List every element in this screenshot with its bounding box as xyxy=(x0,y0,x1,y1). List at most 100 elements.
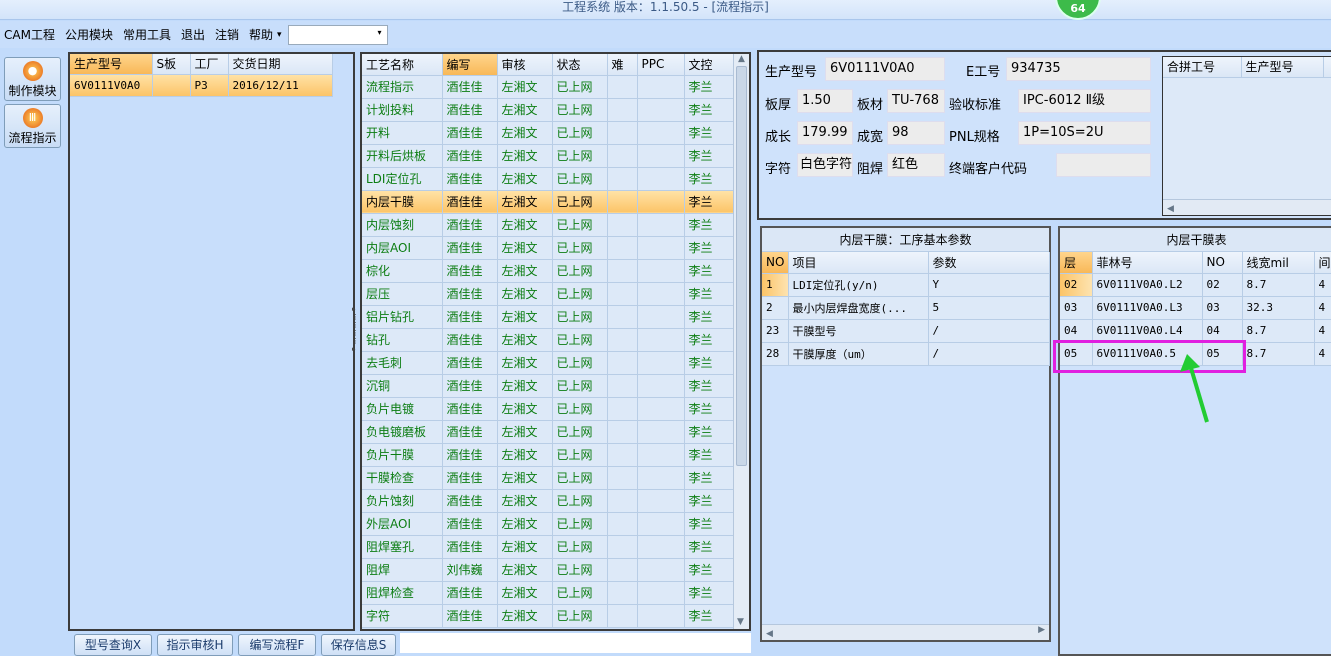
process-row[interactable]: 钻孔 酒佳佳 左湘文 已上网 李兰 xyxy=(362,328,734,352)
param-row[interactable]: 23 干膜型号 / xyxy=(762,319,1050,343)
param-row[interactable]: 28 干膜厚度（um） / xyxy=(762,342,1050,366)
params-hscrollbar[interactable]: ◀ ▶ xyxy=(762,624,1049,640)
process-row[interactable]: 字符 酒佳佳 左湘文 已上网 李兰 xyxy=(362,604,734,628)
menu-exit[interactable]: 退出 xyxy=(180,28,205,42)
col-header[interactable]: NO xyxy=(762,252,789,274)
col-header[interactable]: 工厂 xyxy=(190,54,229,75)
label-pnl: PNL规格 xyxy=(949,130,1000,145)
col-header[interactable]: 生产型号 xyxy=(70,54,153,75)
process-row[interactable]: LDI定位孔 酒佳佳 左湘文 已上网 李兰 xyxy=(362,167,734,191)
scroll-left-icon[interactable]: ◀ xyxy=(1167,204,1174,214)
cell xyxy=(637,75,685,99)
col-header[interactable]: 项目 xyxy=(788,252,929,274)
process-row[interactable]: 负片蚀刻 酒佳佳 左湘文 已上网 李兰 xyxy=(362,489,734,513)
menu-help[interactable]: 帮助 xyxy=(249,28,274,42)
merge-hscrollbar[interactable]: ◀ xyxy=(1163,199,1331,215)
review-instruction-button[interactable]: 指示审核H xyxy=(157,634,233,656)
query-model-button[interactable]: 型号查询X xyxy=(74,634,152,656)
col-header[interactable]: 工艺名称 xyxy=(362,54,443,76)
col-header[interactable]: 编写 xyxy=(442,54,498,76)
scroll-thumb[interactable] xyxy=(736,66,747,466)
col-header[interactable]: 线宽mil xyxy=(1242,252,1315,274)
col-header[interactable]: 菲林号 xyxy=(1092,252,1203,274)
process-row[interactable]: 内层蚀刻 酒佳佳 左湘文 已上网 李兰 xyxy=(362,213,734,237)
process-row[interactable]: 内层AOI 酒佳佳 左湘文 已上网 李兰 xyxy=(362,236,734,260)
process-row[interactable]: 外层AOI 酒佳佳 左湘文 已上网 李兰 xyxy=(362,512,734,536)
chevron-down-icon[interactable]: ▾ xyxy=(377,27,382,37)
process-row[interactable]: 负电镀磨板 酒佳佳 左湘文 已上网 李兰 xyxy=(362,420,734,444)
customer-code-field[interactable] xyxy=(1056,153,1151,177)
col-header[interactable]: 交货日期 xyxy=(228,54,333,75)
film-row[interactable]: 03 6V0111V0A0.L3 03 32.3 4 xyxy=(1060,296,1331,320)
col-header[interactable]: 难 xyxy=(607,54,638,76)
arrow-shaft xyxy=(1189,367,1209,423)
process-row[interactable]: 沉铜 酒佳佳 左湘文 已上网 李兰 xyxy=(362,374,734,398)
model-field[interactable]: 6V0111V0A0 xyxy=(825,57,945,81)
process-row[interactable]: 阻焊 刘伟巍 左湘文 已上网 李兰 xyxy=(362,558,734,582)
param-row[interactable]: 2 最小内层焊盘宽度(... 5 xyxy=(762,296,1050,320)
col-header[interactable] xyxy=(1323,57,1331,78)
mask-field[interactable]: 红色 xyxy=(887,153,945,177)
process-row[interactable]: 开料 酒佳佳 左湘文 已上网 李兰 xyxy=(362,121,734,145)
process-scrollbar[interactable]: ▲ ▼ xyxy=(733,54,749,629)
width-field[interactable]: 98 xyxy=(887,121,945,145)
film-row[interactable]: 02 6V0111V0A0.L2 02 8.7 4 xyxy=(1060,273,1331,297)
col-header[interactable]: 层 xyxy=(1060,252,1093,274)
process-row[interactable]: 层压 酒佳佳 左湘文 已上网 李兰 xyxy=(362,282,734,306)
menu-cam[interactable]: CAM工程 xyxy=(4,28,55,42)
material-field[interactable]: TU-768 xyxy=(887,89,945,113)
menu-tools[interactable]: 常用工具 xyxy=(122,28,171,42)
process-row[interactable]: 开料后烘板 酒佳佳 左湘文 已上网 李兰 xyxy=(362,144,734,168)
col-header[interactable]: 合拼工号 xyxy=(1163,57,1242,78)
col-header[interactable]: S板 xyxy=(152,54,191,75)
e-no-field[interactable]: 934735 xyxy=(1006,57,1151,81)
cell: 酒佳佳 xyxy=(442,374,498,398)
cell: 李兰 xyxy=(684,581,734,605)
process-row[interactable]: 阻焊检查 酒佳佳 左湘文 已上网 李兰 xyxy=(362,581,734,605)
nav-label: 流程指示 xyxy=(8,131,57,145)
process-row[interactable]: 干膜检查 酒佳佳 左湘文 已上网 李兰 xyxy=(362,466,734,490)
process-row[interactable]: 计划投料 酒佳佳 左湘文 已上网 李兰 xyxy=(362,98,734,122)
process-row[interactable]: 去毛刺 酒佳佳 左湘文 已上网 李兰 xyxy=(362,351,734,375)
process-row[interactable]: 阻焊塞孔 酒佳佳 左湘文 已上网 李兰 xyxy=(362,535,734,559)
col-header[interactable]: NO xyxy=(1202,252,1243,274)
scroll-right-icon[interactable]: ▶ xyxy=(1038,625,1045,635)
nav-production-module[interactable]: ● 制作模块 xyxy=(4,57,61,101)
menu-combo[interactable]: ▾ xyxy=(287,24,388,45)
process-row[interactable]: 负片干膜 酒佳佳 左湘文 已上网 李兰 xyxy=(362,443,734,467)
nav-flow-instruction[interactable]: Ⅲ 流程指示 xyxy=(4,104,61,148)
process-row[interactable]: 棕化 酒佳佳 左湘文 已上网 李兰 xyxy=(362,259,734,283)
col-header[interactable]: 间 xyxy=(1314,252,1331,274)
process-row[interactable]: 流程指示 酒佳佳 左湘文 已上网 李兰 xyxy=(362,75,734,99)
thickness-field[interactable]: 1.50 xyxy=(797,89,853,113)
col-header[interactable]: 参数 xyxy=(928,252,1050,274)
menu-common-modules[interactable]: 公用模块 xyxy=(64,28,113,42)
standard-field[interactable]: IPC-6012 Ⅱ级 xyxy=(1018,89,1151,113)
scroll-down-icon[interactable]: ▼ xyxy=(737,617,744,627)
film-row[interactable]: 04 6V0111V0A0.L4 04 8.7 4 xyxy=(1060,319,1331,343)
length-field[interactable]: 179.99 xyxy=(797,121,853,145)
menu-logout[interactable]: 注销 xyxy=(215,28,240,42)
cell: 流程指示 xyxy=(362,75,443,99)
col-header[interactable]: PPC xyxy=(637,54,685,76)
legend-field[interactable]: 白色字符 xyxy=(797,153,853,177)
col-header[interactable]: 状态 xyxy=(552,54,608,76)
process-row[interactable]: 内层干膜 酒佳佳 左湘文 已上网 李兰 xyxy=(362,190,734,214)
col-header[interactable]: 文控 xyxy=(684,54,734,76)
save-info-button[interactable]: 保存信息S xyxy=(321,634,396,656)
pnl-field[interactable]: 1P=10S=2U xyxy=(1018,121,1151,145)
table-row[interactable]: 6V0111V0A0 P3 2016/12/11 xyxy=(70,74,333,97)
process-row[interactable]: 铝片钻孔 酒佳佳 左湘文 已上网 李兰 xyxy=(362,305,734,329)
label-thickness: 板厚 xyxy=(765,98,792,113)
label-length: 成长 xyxy=(765,130,792,145)
splitter-handle[interactable]: ▸ ⋮ ⋮ ⋮ ⋮ ▸ xyxy=(352,305,359,353)
film-row[interactable]: 05 6V0111V0A0.5 05 8.7 4 xyxy=(1060,342,1331,366)
col-header[interactable]: 审核 xyxy=(497,54,553,76)
films-title: 内层干膜表 xyxy=(1060,228,1331,252)
param-row[interactable]: 1 LDI定位孔(y/n) Y xyxy=(762,273,1050,297)
chevron-down-icon[interactable]: ▾ xyxy=(277,29,282,40)
process-row[interactable]: 负片电镀 酒佳佳 左湘文 已上网 李兰 xyxy=(362,397,734,421)
scroll-left-icon[interactable]: ◀ xyxy=(766,629,773,639)
scroll-up-icon[interactable]: ▲ xyxy=(738,54,745,64)
col-header[interactable]: 生产型号 xyxy=(1241,57,1324,78)
